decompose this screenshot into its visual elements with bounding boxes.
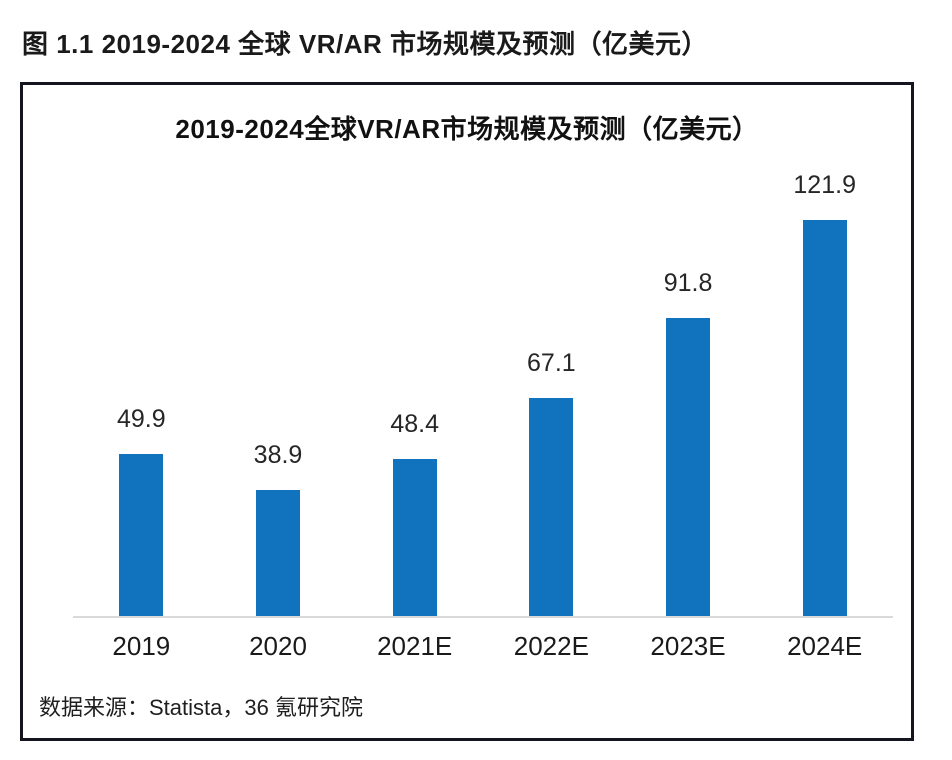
bar-column: 49.9	[73, 405, 210, 617]
x-axis-label: 2023E	[650, 631, 726, 661]
chart-title: 2019-2024全球VR/AR市场规模及预测（亿美元）	[175, 114, 759, 144]
bar-value-label: 49.9	[117, 405, 166, 433]
x-axis-label: 2020	[249, 631, 307, 661]
source-note: 数据来源：Statista，36 氪研究院	[39, 695, 363, 720]
x-axis-label: 2024E	[787, 631, 863, 661]
figure-caption: 图 1.1 2019-2024 全球 VR/AR 市场规模及预测（亿美元）	[22, 29, 708, 59]
x-axis-line	[73, 616, 893, 618]
bar-value-label: 38.9	[253, 441, 303, 469]
bar-value-label: 121.9	[793, 171, 856, 199]
bar-value-label: 91.8	[663, 269, 713, 297]
bar-column: 48.4	[346, 410, 483, 617]
plot-area: 49.9 38.9 48.4 67.1 91.8 121.9	[73, 85, 893, 617]
bar	[119, 454, 164, 617]
bar	[666, 318, 711, 617]
x-axis-label: 2019	[112, 631, 171, 661]
bar-value-label: 67.1	[527, 349, 576, 377]
bar-column: 121.9	[756, 171, 893, 617]
bar	[529, 398, 574, 617]
bar	[256, 490, 300, 617]
bar	[392, 459, 437, 617]
chart-panel: 2019-2024全球VR/AR市场规模及预测（亿美元） 49.9 38.9 4…	[20, 82, 914, 741]
x-axis-label: 2022E	[513, 631, 589, 661]
bar-value-label: 48.4	[390, 410, 440, 438]
bar-column: 38.9	[210, 441, 347, 617]
bar-column: 67.1	[483, 349, 620, 617]
bar-column: 91.8	[620, 269, 757, 617]
bar	[802, 220, 847, 617]
x-axis-label: 2021E	[377, 631, 453, 661]
x-axis: 2019 2020 2021E 2022E 2023E 2024E	[73, 631, 893, 662]
